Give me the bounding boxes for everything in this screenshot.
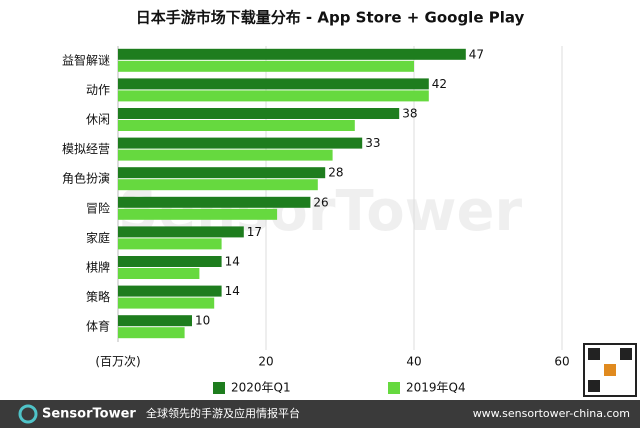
y-tick-label: 冒险 [86,200,110,215]
y-tick-label: 益智解谜 [62,52,110,67]
value-label: 26 [313,195,328,209]
chart-title: 日本手游市场下载量分布 - App Store + Google Play [136,9,525,27]
value-label: 17 [247,225,262,239]
bar [118,60,414,72]
bar [118,48,466,60]
bar [118,137,363,149]
bar [118,149,333,161]
y-tick-label: 体育 [86,319,110,334]
value-label: 47 [469,47,484,61]
y-tick-label: 棋牌 [86,261,110,275]
bar [118,90,429,102]
bar [118,268,200,279]
x-tick-label: 40 [406,355,421,369]
bar [118,120,355,131]
y-tick-label: 休闲 [86,113,110,127]
y-tick-label: 角色扮演 [62,171,110,186]
bar [118,226,244,238]
legend-swatch [213,382,225,394]
y-tick-label: 策略 [86,289,110,304]
bar [118,238,222,250]
footer-tagline: 全球领先的手游及应用情报平台 [146,406,300,420]
value-label: 14 [225,284,240,298]
qr-code [583,343,637,397]
value-label: 42 [432,77,447,91]
x-axis-label: (百万次) [95,355,140,369]
y-tick-label: 家庭 [86,230,110,245]
logo [18,404,38,424]
footer-url: www.sensortower-china.com [473,407,630,420]
x-tick-label: 60 [554,355,569,369]
bar [118,208,278,220]
legend-label: 2019年Q4 [406,381,466,395]
legend-label: 2020年Q1 [231,381,291,395]
value-label: 33 [365,136,380,150]
legend-swatch [388,382,400,394]
bar [118,256,222,267]
y-tick-label: 动作 [86,83,110,97]
bar [118,297,215,309]
bar [118,196,311,208]
value-label: 10 [195,314,210,328]
value-label: 28 [328,166,343,180]
bar [118,78,429,90]
value-label: 14 [225,255,240,269]
footer-brand: SensorTower [42,407,136,422]
bar [118,315,192,327]
bar [118,327,185,339]
y-tick-label: 模拟经营 [62,142,110,156]
bar [118,108,400,119]
bar [118,179,318,191]
value-label: 38 [402,107,417,121]
bar [118,167,326,179]
footer-bar [0,400,640,428]
x-tick-label: 20 [258,355,273,369]
bar [118,285,222,297]
